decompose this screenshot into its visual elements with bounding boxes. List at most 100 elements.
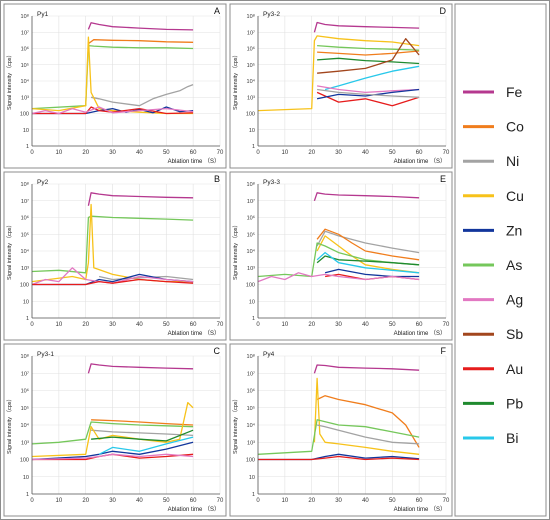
x-tick-label: 40 — [362, 322, 369, 328]
x-tick-label: 60 — [416, 322, 423, 328]
chart-panel-e: 1 10 100 10³ 10⁴ 10⁵ 10⁶ 10⁷ 10⁸ 0 10 20 30 40 50 60 70 A… — [229, 171, 453, 341]
series-line-fe — [313, 364, 420, 374]
chart-title: Py1 — [37, 11, 49, 18]
chart-panel-d: 1 10 100 10³ 10⁴ 10⁵ 10⁶ 10⁷ 10⁸ 0 10 20 30 40 50 60 70 A… — [229, 3, 453, 169]
legend-item-ag: Ag — [463, 292, 523, 308]
chart-panel-b: 1 10 100 10³ 10⁴ 10⁵ 10⁶ 10⁷ 10⁸ 0 10 20 30 40 50 60 70 A… — [3, 171, 227, 341]
series-line-fe — [313, 192, 420, 202]
y-tick-label: 1 — [26, 144, 29, 150]
series-group — [257, 21, 420, 112]
series-line-ag — [257, 272, 420, 283]
y-axis-label: Signal intensity （cps） — [6, 396, 13, 454]
x-tick-label: 70 — [217, 150, 224, 156]
y-tick-label: 10³ — [247, 95, 255, 101]
legend-item-fe: Fe — [463, 84, 523, 100]
y-tick-label: 10 — [249, 299, 255, 305]
x-tick-label: 40 — [136, 150, 143, 156]
y-tick-label: 10⁴ — [247, 248, 256, 255]
series-line-as — [257, 419, 420, 455]
y-tick-label: 10⁵ — [21, 62, 29, 69]
legend-item-cu: Cu — [463, 188, 524, 204]
y-tick-label: 10⁸ — [247, 353, 255, 360]
y-tick-label: 10⁶ — [21, 388, 29, 395]
legend-label: Au — [506, 361, 523, 377]
y-tick-label: 10³ — [21, 95, 29, 101]
y-tick-label: 1 — [252, 492, 255, 498]
y-tick-label: 10³ — [247, 266, 255, 272]
x-tick-label: 20 — [82, 498, 89, 504]
legend-label: Ag — [506, 292, 523, 308]
y-tick-label: 10³ — [21, 440, 29, 446]
chart-title: Py3-2 — [263, 11, 280, 18]
x-axis-label: Ablation time （S） — [168, 158, 220, 165]
series-line-au — [258, 455, 420, 461]
legend-label: Bi — [506, 430, 518, 446]
series-line-co — [316, 228, 420, 261]
x-axis-label: Ablation time （S） — [394, 506, 446, 513]
panel-letter: A — [214, 6, 220, 16]
y-tick-label: 10⁶ — [247, 388, 255, 395]
panel-frame — [3, 171, 227, 341]
y-tick-label: 10⁷ — [247, 29, 255, 36]
y-axis-label: Signal intensity （cps） — [232, 52, 239, 110]
x-tick-label: 70 — [217, 322, 224, 328]
grid — [31, 15, 221, 147]
y-tick-label: 10⁵ — [247, 62, 255, 69]
legend-label: As — [506, 257, 522, 273]
legend-item-bi: Bi — [463, 430, 518, 446]
chart-panel-c: 1 10 100 10³ 10⁴ 10⁵ 10⁶ 10⁷ 10⁸ 0 10 20 30 40 50 60 70 A… — [3, 343, 227, 517]
series-line-bi — [316, 251, 420, 274]
series-line-ni — [316, 230, 420, 254]
y-tick-label: 10⁶ — [21, 215, 29, 222]
y-axis-label: Signal intensity （cps） — [6, 222, 13, 280]
y-tick-label: 10 — [23, 299, 29, 305]
series-line-pb — [91, 429, 194, 442]
y-tick-label: 1 — [252, 144, 255, 150]
x-tick-label: 30 — [109, 150, 116, 156]
x-tick-label: 30 — [335, 322, 342, 328]
x-tick-label: 20 — [308, 498, 315, 504]
series-line-ag — [316, 85, 420, 94]
x-tick-label: 10 — [56, 150, 63, 156]
legend-item-co: Co — [463, 119, 524, 135]
y-tick-label: 1 — [252, 316, 255, 322]
x-tick-label: 30 — [335, 498, 342, 504]
x-tick-label: 50 — [163, 150, 170, 156]
x-tick-label: 10 — [282, 150, 289, 156]
chart-title: Py3-1 — [37, 351, 54, 358]
y-tick-label: 10⁶ — [247, 46, 255, 53]
series-line-au — [316, 91, 420, 107]
series-group — [257, 364, 420, 461]
legend-label: Zn — [506, 222, 522, 238]
y-axis-label: Signal intensity （cps） — [6, 52, 13, 110]
x-tick-label: 40 — [362, 150, 369, 156]
panel-letter: C — [214, 346, 221, 356]
chart-title: Py3-3 — [263, 179, 280, 186]
series-line-sb — [317, 38, 420, 74]
series-line-as — [31, 421, 194, 445]
x-tick-label: 70 — [443, 322, 450, 328]
y-tick-label: 10⁸ — [247, 181, 255, 188]
series-line-ag — [31, 267, 194, 286]
panel-frame — [229, 171, 453, 341]
series-group — [31, 192, 194, 286]
legend-item-sb: Sb — [463, 326, 523, 342]
series-group — [257, 192, 420, 283]
x-tick-label: 50 — [163, 498, 170, 504]
x-tick-label: 0 — [30, 150, 34, 156]
y-tick-label: 10⁴ — [247, 422, 256, 429]
legend-item-as: As — [463, 257, 522, 273]
y-tick-label: 10⁷ — [21, 198, 29, 205]
series-line-co — [317, 50, 420, 56]
y-tick-label: 10⁷ — [247, 370, 255, 377]
x-tick-label: 30 — [335, 150, 342, 156]
legend-label: Fe — [506, 84, 523, 100]
y-tick-label: 10⁴ — [247, 78, 256, 85]
legend-frame — [454, 3, 547, 517]
y-tick-label: 10 — [23, 475, 29, 481]
y-tick-label: 1 — [26, 316, 29, 322]
y-tick-label: 10 — [23, 128, 29, 134]
y-tick-label: 10⁷ — [21, 29, 29, 36]
series-group — [31, 363, 194, 461]
